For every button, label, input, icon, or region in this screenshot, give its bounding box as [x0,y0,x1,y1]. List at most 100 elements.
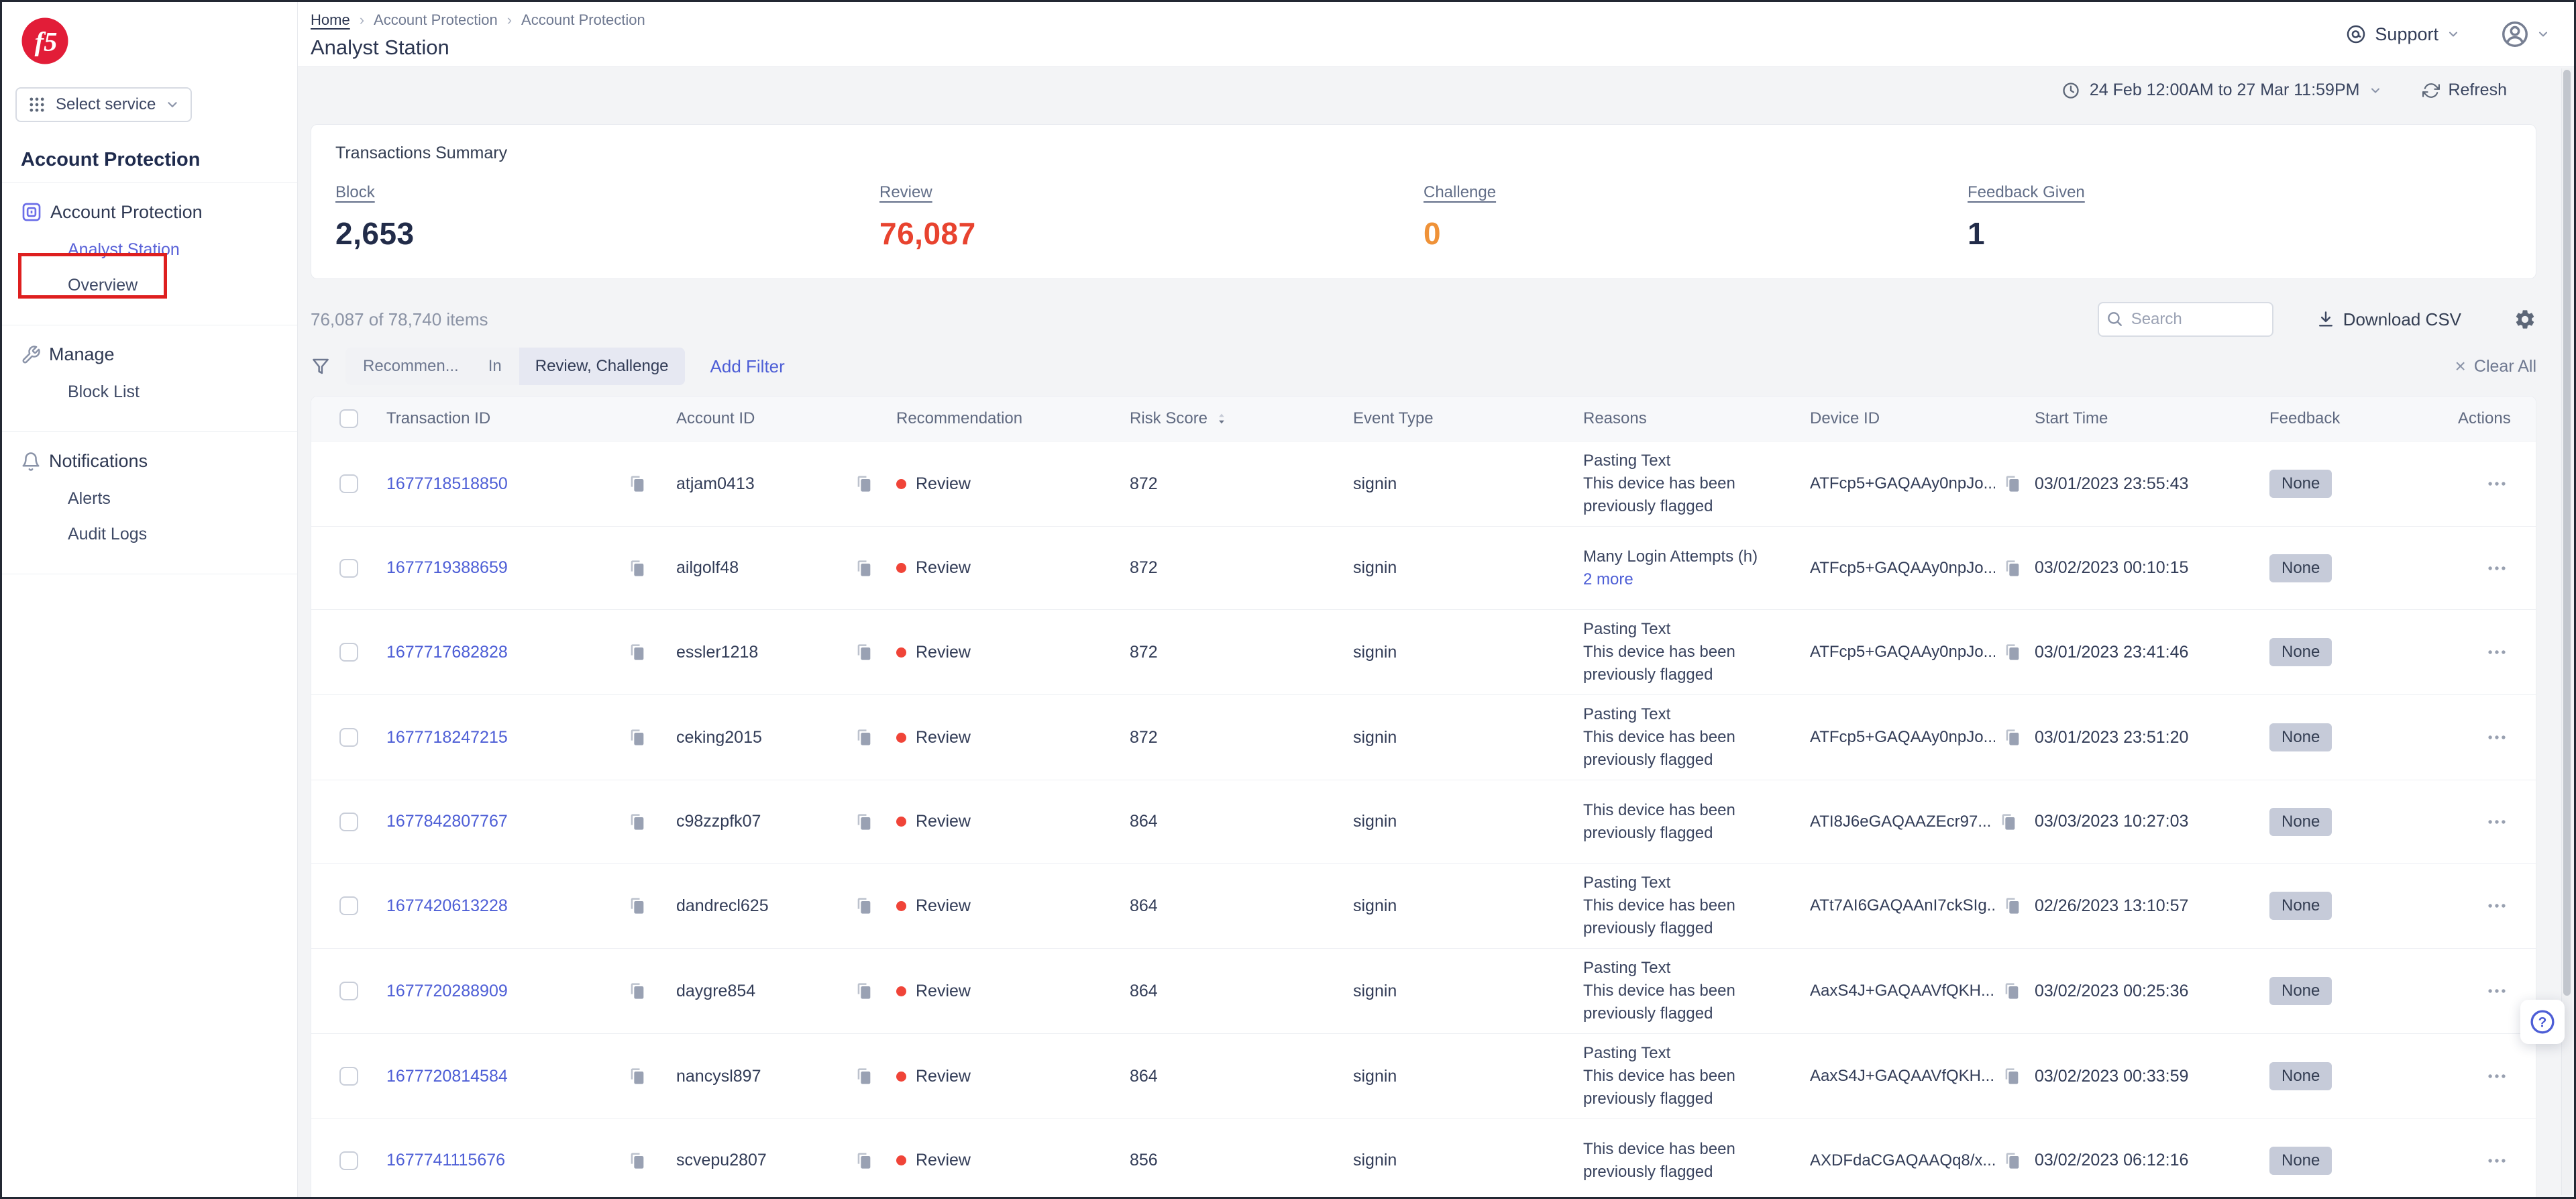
row-actions-button[interactable] [2485,472,2508,495]
metric-feedback-given-label[interactable]: Feedback Given [1968,183,2085,201]
col-transaction-id[interactable]: Transaction ID [386,409,491,427]
row-checkbox[interactable] [339,558,358,578]
col-event-type[interactable]: Event Type [1353,409,1434,427]
row-actions-button[interactable] [2485,811,2508,833]
copy-icon[interactable] [855,896,873,915]
account-menu[interactable] [2500,19,2550,49]
breadcrumb-item[interactable]: Account Protection [521,11,645,28]
transaction-id-link[interactable]: 1677718518850 [386,474,508,493]
table-settings-button[interactable] [2514,308,2536,331]
download-csv-button[interactable]: Download CSV [2316,309,2461,330]
feedback-badge: None [2269,977,2332,1005]
sidebar-item-block-list[interactable]: Block List [68,382,140,401]
copy-icon[interactable] [2002,1067,2021,1086]
nav-header-account-protection[interactable]: Account Protection [21,201,297,223]
metric-review-label[interactable]: Review [879,183,932,201]
nav-header-manage[interactable]: Manage [21,344,297,365]
clear-all-button[interactable]: × Clear All [2455,356,2536,377]
breadcrumb-item[interactable]: Account Protection [374,11,498,28]
copy-icon[interactable] [628,559,647,578]
sidebar-item-overview[interactable]: Overview [68,276,138,295]
copy-icon[interactable] [628,1067,647,1086]
select-all-checkbox[interactable] [339,409,358,428]
copy-icon[interactable] [2003,643,2022,662]
copy-icon[interactable] [855,643,873,662]
copy-icon[interactable] [628,982,647,1000]
copy-icon[interactable] [855,982,873,1000]
more-reasons-link[interactable]: 2 more [1583,570,1633,588]
search-input[interactable] [2097,302,2273,337]
col-recommendation[interactable]: Recommendation [896,409,1023,427]
breadcrumb-home[interactable]: Home [311,11,350,28]
copy-icon[interactable] [628,728,647,747]
row-actions-button[interactable] [2485,894,2508,917]
row-actions-button[interactable] [2485,726,2508,749]
transaction-id-link[interactable]: 1677720288909 [386,981,508,1000]
copy-icon[interactable] [628,813,647,831]
row-checkbox[interactable] [339,728,358,747]
select-service-dropdown[interactable]: Select service [15,87,193,122]
help-button[interactable] [2520,1000,2565,1044]
copy-icon[interactable] [628,1151,647,1170]
col-device-id[interactable]: Device ID [1810,409,1880,427]
transaction-id-link[interactable]: 1677719388659 [386,558,508,577]
metric-challenge-label[interactable]: Challenge [1424,183,1497,201]
transaction-id-link[interactable]: 1677717682828 [386,642,508,662]
copy-icon[interactable] [855,1151,873,1170]
row-actions-button[interactable] [2485,1065,2508,1088]
copy-icon[interactable] [2003,474,2022,493]
copy-icon[interactable] [855,813,873,831]
transaction-id-link[interactable]: 1677720814584 [386,1066,508,1086]
copy-icon[interactable] [1999,813,2018,831]
col-risk-score[interactable]: Risk Score [1130,409,1353,428]
copy-icon[interactable] [2003,559,2022,578]
support-menu[interactable]: Support [2345,23,2460,45]
scrollbar-thumb[interactable] [2563,70,2571,996]
col-actions[interactable]: Actions [2458,409,2511,427]
vertical-scrollbar[interactable] [2561,68,2572,1195]
copy-icon[interactable] [628,896,647,915]
copy-icon[interactable] [855,474,873,493]
row-checkbox[interactable] [339,643,358,662]
transaction-id-link[interactable]: 1677741115676 [386,1151,506,1169]
copy-icon[interactable] [628,474,647,493]
col-start-time[interactable]: Start Time [2035,409,2108,427]
sort-icon[interactable] [1214,411,1229,426]
row-checkbox[interactable] [339,896,358,915]
metric-block-label[interactable]: Block [335,183,375,201]
copy-icon[interactable] [855,728,873,747]
sidebar-item-audit-logs[interactable]: Audit Logs [68,525,148,543]
copy-icon[interactable] [628,643,647,662]
row-checkbox[interactable] [339,474,358,493]
row-actions-button[interactable] [2485,641,2508,664]
copy-icon[interactable] [855,1067,873,1086]
col-account-id[interactable]: Account ID [676,409,755,427]
row-actions-button[interactable] [2485,1149,2508,1172]
nav-header-notifications[interactable]: Notifications [21,451,297,472]
add-filter-button[interactable]: Add Filter [710,356,785,376]
copy-icon[interactable] [2002,982,2021,1000]
row-checkbox[interactable] [339,1067,358,1086]
copy-icon[interactable] [855,559,873,578]
row-actions-button[interactable] [2485,557,2508,580]
col-reasons[interactable]: Reasons [1583,409,1647,427]
active-filter-chip[interactable]: Recommen... In Review, Challenge [345,348,685,385]
refresh-button[interactable]: Refresh [2422,81,2507,100]
filter-button[interactable] [311,356,331,376]
copy-icon[interactable] [2003,1151,2022,1170]
row-checkbox[interactable] [339,812,358,831]
copy-icon[interactable] [2003,728,2022,747]
col-feedback[interactable]: Feedback [2269,409,2341,427]
sidebar-item-alerts[interactable]: Alerts [68,489,111,508]
transaction-id-link[interactable]: 1677718247215 [386,727,508,747]
row-checkbox[interactable] [339,1151,358,1170]
transaction-id-link[interactable]: 1677420613228 [386,896,508,915]
date-range-picker[interactable]: 24 Feb 12:00AM to 27 Mar 11:59PM [2061,81,2383,100]
copy-icon[interactable] [2003,896,2022,915]
row-checkbox[interactable] [339,982,358,1000]
row-actions-button[interactable] [2485,980,2508,1002]
sidebar-item-analyst-station[interactable]: Analyst Station [68,240,180,259]
transaction-id-link[interactable]: 1677842807767 [386,812,508,831]
event-type: signin [1353,981,1397,1000]
f5-logo[interactable]: f5 [21,17,297,68]
